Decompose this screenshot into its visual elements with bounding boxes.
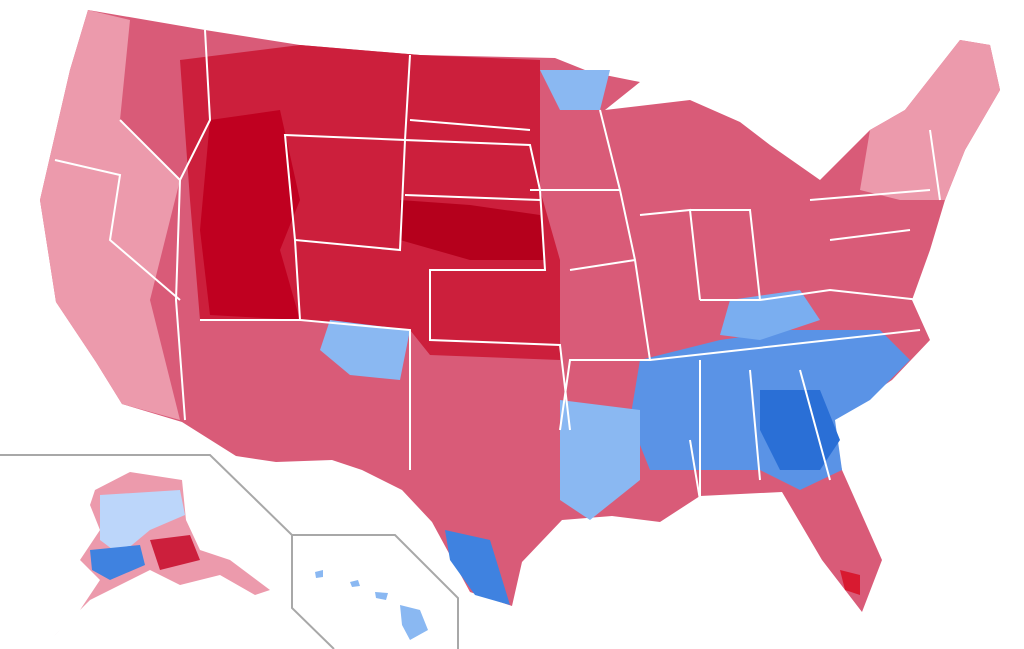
alaska-blue <box>90 545 145 580</box>
state-boundary <box>649 329 921 501</box>
pink-region <box>40 10 180 420</box>
pink-region <box>860 40 1000 200</box>
state-boundary <box>639 208 921 301</box>
state-boundary <box>809 129 941 241</box>
blue-region <box>560 400 640 520</box>
state-boundary <box>530 109 652 431</box>
state-boundary <box>200 133 411 470</box>
hawaii <box>315 570 428 640</box>
alaska-blue <box>100 490 185 555</box>
state-boundary <box>54 119 181 301</box>
blue-region <box>720 290 820 340</box>
inset-border <box>292 534 459 649</box>
blue-region <box>445 530 510 605</box>
blue-region <box>540 70 610 110</box>
state-boundary <box>403 54 571 431</box>
blue-region <box>760 390 840 470</box>
state-boundary <box>404 119 541 201</box>
alaska-red <box>150 535 200 570</box>
blue-region <box>320 320 410 380</box>
dark-red-region <box>200 110 300 320</box>
dark-red-region <box>400 200 545 260</box>
red-region <box>840 570 860 595</box>
